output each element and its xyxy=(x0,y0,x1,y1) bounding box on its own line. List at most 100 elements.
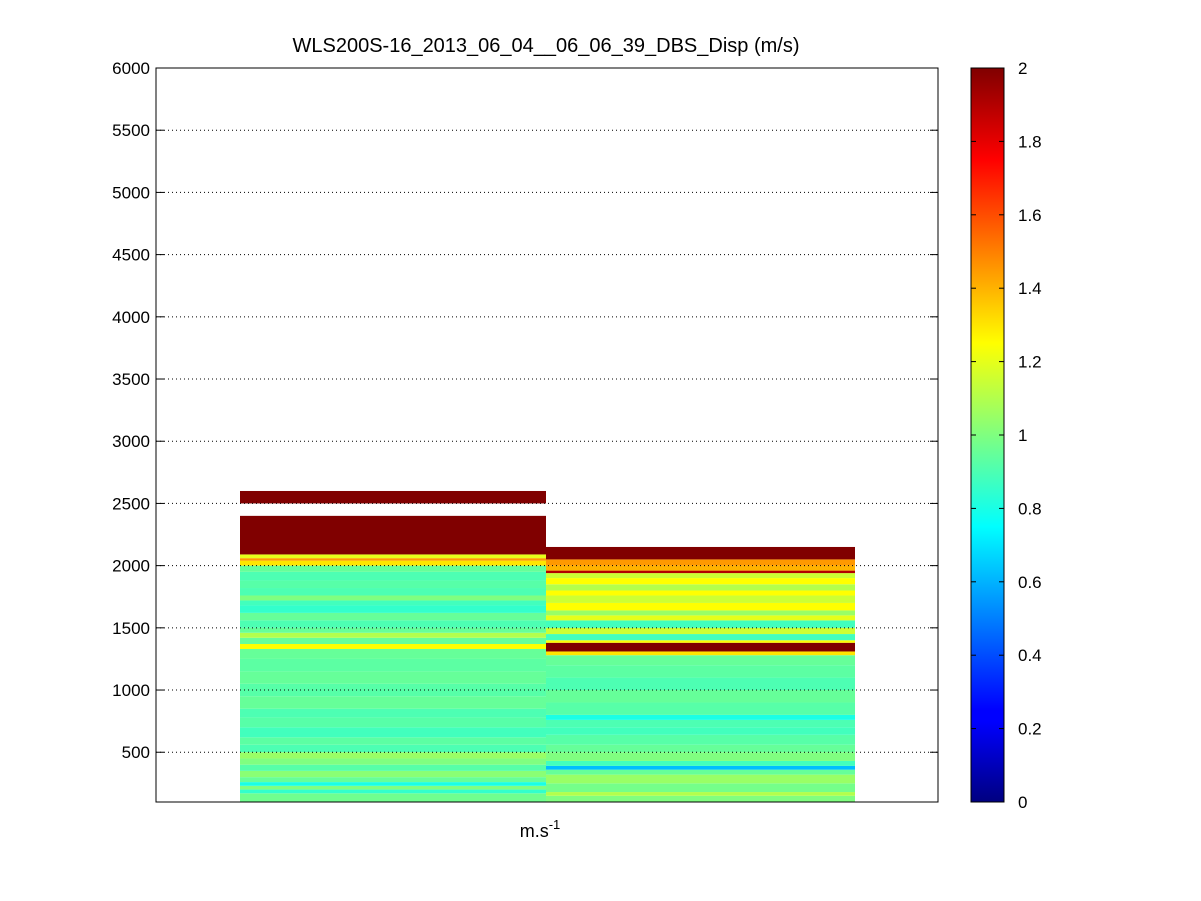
heatmap-cell xyxy=(240,658,546,672)
heatmap-cell xyxy=(546,769,855,775)
heatmap-cell xyxy=(240,744,546,753)
y-tick-label: 2000 xyxy=(112,557,150,576)
heatmap-cell xyxy=(240,632,546,638)
heatmap-cell xyxy=(546,690,855,703)
heatmap-cell xyxy=(546,546,855,560)
heatmap-cell xyxy=(546,570,855,574)
colorbar-tick-label: 0.8 xyxy=(1018,499,1042,518)
heatmap-cell xyxy=(240,770,546,778)
colorbar-tick-label: 1.8 xyxy=(1018,132,1042,151)
heatmap-cell xyxy=(240,595,546,601)
heatmap-cell xyxy=(240,727,546,738)
heatmap-cell xyxy=(240,737,546,745)
heatmap-cell xyxy=(546,615,855,621)
heatmap-cell xyxy=(546,760,855,766)
heatmap-cell xyxy=(240,752,546,759)
y-tick-label: 1000 xyxy=(112,681,150,700)
heatmap-cell xyxy=(240,764,546,771)
y-tick-label: 4500 xyxy=(112,246,150,265)
heatmap-cell xyxy=(546,595,855,603)
y-tick-label: 5000 xyxy=(112,183,150,202)
heatmap-cell xyxy=(240,648,546,659)
x-axis-label-text: m.s xyxy=(520,821,549,841)
heatmap-cell xyxy=(546,752,855,761)
heatmap-cell xyxy=(546,642,855,652)
heatmap-cell xyxy=(240,627,546,633)
heatmap-cell xyxy=(240,515,546,555)
colorbar-tick-label: 0.2 xyxy=(1018,720,1042,739)
heatmap-cell xyxy=(546,610,855,616)
heatmap-cell xyxy=(546,783,855,793)
heatmap-cell xyxy=(546,584,855,591)
heatmap-cell xyxy=(240,696,546,709)
heatmap-cell xyxy=(546,627,855,635)
heatmap-cell xyxy=(546,559,855,566)
heatmap-cell xyxy=(240,777,546,783)
colorbar-tick-label: 1.4 xyxy=(1018,279,1042,298)
heatmap-cell xyxy=(546,665,855,678)
heatmap-cell xyxy=(546,602,855,611)
y-tick-label: 3000 xyxy=(112,432,150,451)
heatmap-cell xyxy=(240,580,546,589)
colorbar-tick-label: 0.4 xyxy=(1018,646,1042,665)
heatmap-cell xyxy=(240,708,546,718)
heatmap-cell xyxy=(240,571,546,581)
colorbar-tick-label: 1.2 xyxy=(1018,353,1042,372)
y-tick-label: 3500 xyxy=(112,370,150,389)
heatmap-cell xyxy=(240,554,546,559)
plot-border xyxy=(155,67,939,803)
heatmap-cell xyxy=(546,565,855,571)
heatmap-cell xyxy=(240,785,546,790)
heatmap-cell xyxy=(546,774,855,784)
heatmap-cell xyxy=(240,671,546,684)
y-tick-label: 5500 xyxy=(112,121,150,140)
heatmap-cell xyxy=(546,714,855,720)
colorbar-tick-label: 1 xyxy=(1018,426,1027,445)
x-axis-label: m.s-1 xyxy=(520,817,561,841)
colorbar-tick-label: 1.6 xyxy=(1018,206,1042,225)
heatmap-cell xyxy=(240,758,546,765)
heatmap-cell xyxy=(240,565,546,572)
colorbar-tick-label: 2 xyxy=(1018,59,1027,78)
heatmap-cell xyxy=(240,605,546,613)
heatmap-cell xyxy=(546,640,855,643)
heatmap-cell xyxy=(240,637,546,645)
colorbar-axis: 0 0.2 0.4 0.6 0.8 1 1.2 1.4 1.6 1.8 2 xyxy=(971,59,1042,812)
heatmap-cell xyxy=(546,590,855,596)
heatmap-cell xyxy=(546,573,855,579)
y-axis: 500 1000 1500 2000 2500 3000 3500 4000 4500 5000 5… xyxy=(112,59,938,762)
heatmap-cell xyxy=(546,702,855,715)
y-tick-label: 2500 xyxy=(112,494,150,513)
colorbar-tick-label: 0.6 xyxy=(1018,573,1042,592)
heatmap-cell xyxy=(240,600,546,606)
heatmap-cell xyxy=(546,620,855,628)
heatmap-cell xyxy=(546,651,855,656)
heatmap-cell xyxy=(240,782,546,786)
heatmap-cell xyxy=(240,558,546,561)
y-tick-label: 4000 xyxy=(112,308,150,327)
heatmap-cell xyxy=(240,588,546,596)
heatmap-cell xyxy=(546,578,855,585)
heatmap-cell xyxy=(546,727,855,735)
heatmap-cell xyxy=(240,644,546,649)
heatmap-cells xyxy=(240,490,855,802)
y-tick-label: 1500 xyxy=(112,619,150,638)
heatmap-cell xyxy=(240,717,546,728)
heatmap-cell xyxy=(546,744,855,753)
heatmap-cell xyxy=(546,795,855,802)
heatmap-cell xyxy=(546,734,855,745)
heatmap-cell xyxy=(546,719,855,728)
heatmap-cell xyxy=(240,490,546,504)
heatmap-cell xyxy=(240,789,546,794)
heatmap-cell xyxy=(546,634,855,641)
heatmap-cell xyxy=(546,792,855,796)
heatmap-cell xyxy=(240,793,546,802)
heatmap-cell xyxy=(546,765,855,770)
heatmap-cell xyxy=(240,620,546,628)
y-tick-label: 500 xyxy=(122,743,150,762)
heatmap-cell xyxy=(546,677,855,691)
heatmap-cell xyxy=(546,655,855,666)
chart-title: WLS200S-16_2013_06_04__06_06_39_DBS_Disp… xyxy=(292,35,799,57)
heatmap-cell xyxy=(240,612,546,621)
